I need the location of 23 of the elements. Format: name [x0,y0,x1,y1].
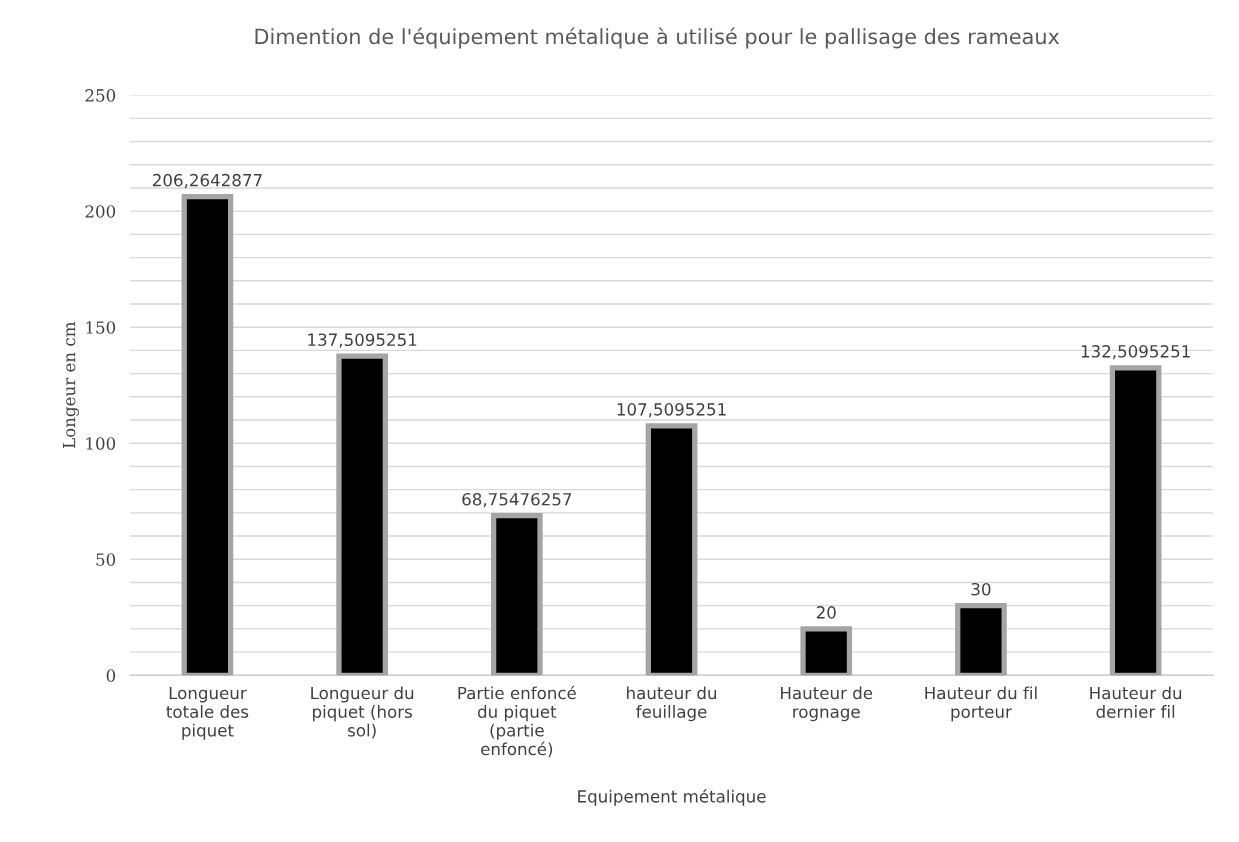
x-tick-label: Longueur totale des piquet [166,686,249,740]
data-label: 68,75476257 [462,492,572,508]
y-tick-label: 150 [86,321,116,334]
x-tick-label: Partie enfoncé du piquet (partie enfoncé) [458,685,576,758]
x-tick-label: hauteur du feuillage [627,686,717,722]
data-label: 137,5095251 [308,333,417,348]
y-tick-label: 250 [85,89,116,102]
x-tick-label: Hauteur du fil porteur [925,686,1037,722]
y-tick-label: 50 [96,553,116,566]
data-label: 20 [816,606,836,619]
chart-title: Dimention de l'équipement métalique à utilisé pour le pallisage des rameaux [255,27,1060,49]
x-tick-label: Hauteur de rognage [781,686,873,722]
data-label: 206,2642877 [153,173,262,189]
x-tick-label: Hauteur du dernier fil [1090,686,1182,718]
data-label: 107,5095251 [617,403,726,418]
y-axis-title: Longeur en cm [62,321,79,448]
x-tick-label: Longueur du piquet (hors sol) [311,686,414,739]
x-axis-title: Equipement métalique [578,789,766,806]
y-tick-label: 100 [86,437,116,450]
data-label: 30 [971,582,991,596]
y-tick-label: 200 [85,205,116,218]
data-label: 132,5095251 [1081,345,1190,360]
y-tick-label: 0 [106,669,116,682]
